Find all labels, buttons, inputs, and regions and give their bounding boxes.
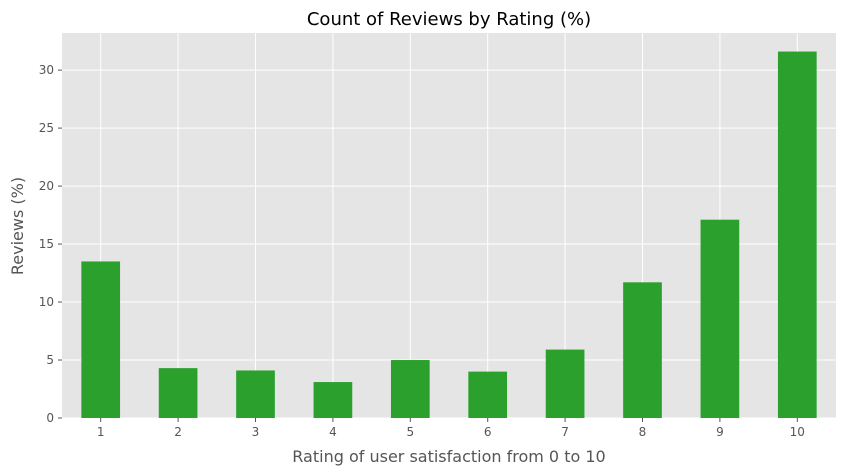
chart-title: Count of Reviews by Rating (%) (307, 9, 591, 30)
x-axis-ticks: 1 2 3 4 5 6 7 8 9 10 (97, 418, 805, 439)
x-tick-label: 7 (561, 425, 569, 439)
x-tick-label: 8 (639, 425, 647, 439)
bar-rating-3 (236, 370, 275, 418)
bar-rating-9 (700, 219, 740, 418)
grid-lines (62, 33, 836, 419)
bar-rating-5 (390, 360, 430, 418)
bar-rating-1 (81, 261, 121, 418)
x-tick-label: 6 (484, 425, 492, 439)
bar-rating-6 (468, 371, 508, 418)
x-tick-label: 2 (174, 425, 182, 439)
bar-rating-2 (158, 368, 198, 418)
y-axis-label: Reviews (%) (8, 177, 27, 275)
bar-rating-10 (777, 51, 817, 418)
y-tick-label: 20 (39, 179, 54, 193)
y-tick-label: 15 (39, 237, 54, 251)
bars (81, 51, 817, 418)
x-axis-label: Rating of user satisfaction from 0 to 10 (292, 447, 605, 466)
x-tick-label: 10 (790, 425, 805, 439)
bar-rating-4 (313, 382, 353, 418)
x-tick-label: 4 (329, 425, 337, 439)
y-tick-label: 5 (46, 353, 54, 367)
bar-rating-8 (623, 282, 662, 418)
y-tick-label: 30 (39, 63, 54, 77)
y-tick-label: 25 (39, 121, 54, 135)
y-axis-ticks: 0 5 10 15 20 25 30 (39, 63, 62, 425)
y-tick-label: 10 (39, 295, 54, 309)
x-tick-label: 3 (252, 425, 260, 439)
bar-rating-7 (545, 349, 585, 418)
x-tick-label: 9 (716, 425, 724, 439)
x-tick-label: 1 (97, 425, 105, 439)
x-tick-label: 5 (406, 425, 414, 439)
y-tick-label: 0 (46, 411, 54, 425)
